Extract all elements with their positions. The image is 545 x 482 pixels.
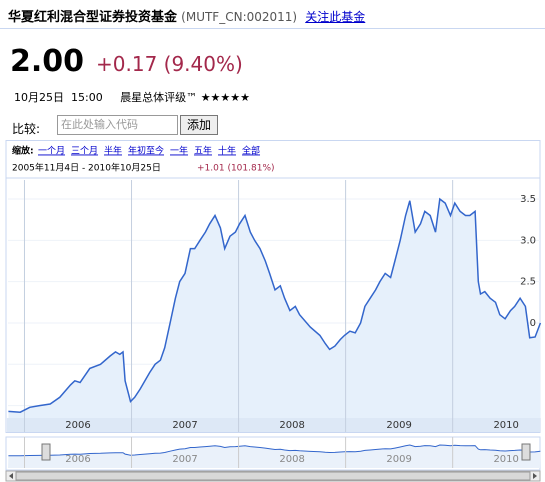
time: 15:00: [71, 91, 103, 104]
y-tick-label: 3.5: [520, 194, 536, 205]
x-tick-label: 2010: [493, 420, 518, 431]
navigator-line: [8, 444, 541, 457]
zoom-option[interactable]: 全部: [242, 145, 260, 157]
x-tick-label: 2008: [279, 420, 304, 431]
header: 华夏红利混合型证券投资基金 (MUTF_CN:002011) 关注此基金: [8, 6, 365, 25]
zoom-option[interactable]: 一年: [170, 145, 188, 157]
navigator-area: [8, 445, 541, 468]
x-tick-label: 2006: [65, 420, 90, 431]
change: +0.17 (9.40%): [96, 52, 243, 76]
navigator-label: 2010: [493, 454, 518, 465]
compare-input[interactable]: 在此处输入代码: [57, 115, 178, 135]
range-change: +1.01 (101.81%): [197, 164, 275, 174]
chart: 缩放: 2005年11月4日 - 2010年10月25日 +1.01 (101.…: [5, 140, 542, 482]
price: 2.00: [10, 44, 85, 79]
follow-link[interactable]: 关注此基金: [305, 10, 366, 24]
zoom-option[interactable]: 五年: [194, 145, 212, 157]
range: 2005年11月4日 - 2010年10月25日: [12, 162, 161, 174]
compare-label: 比较:: [12, 122, 41, 136]
zoom-option[interactable]: 十年: [218, 145, 236, 157]
divider: [0, 28, 545, 29]
zoom-option[interactable]: 一个月: [38, 146, 65, 157]
x-tick-label: 2009: [386, 420, 411, 431]
date: 10月25日: [14, 91, 64, 104]
price-line: [8, 197, 542, 413]
scroll-thumb[interactable]: [15, 471, 531, 481]
scroll-arrow: [533, 473, 537, 479]
zoom-option[interactable]: 三个月: [71, 146, 98, 157]
zoom-label: 缩放:: [12, 145, 34, 157]
ticker: (MUTF_CN:002011): [181, 10, 298, 24]
y-tick-label: 3.0: [520, 235, 536, 246]
x-axis-band: [7, 418, 540, 432]
navigator-label: 2009: [386, 454, 411, 465]
navigator-handle[interactable]: [521, 443, 531, 461]
x-tick-label: 2007: [172, 420, 197, 431]
y-tick-label: 2.5: [520, 277, 536, 288]
stars: ★★★★★: [200, 91, 250, 104]
navigator-label: 2006: [65, 454, 90, 465]
navigator-handle[interactable]: [41, 443, 51, 461]
area: [8, 199, 541, 418]
fund-title: 华夏红利混合型证券投资基金: [8, 10, 178, 25]
add-button[interactable]: 添加: [180, 115, 218, 135]
navigator-label: 2008: [279, 454, 304, 465]
rating-label: 晨星总体评级™: [120, 91, 198, 104]
scroll-arrow: [9, 473, 13, 479]
zoom-option[interactable]: 半年: [104, 145, 122, 157]
navigator-label: 2007: [172, 454, 197, 465]
zoom-option[interactable]: 年初至今: [128, 145, 164, 157]
quote-info: 10月25日 15:00 晨星总体评级™ ★★★★★: [14, 89, 250, 105]
